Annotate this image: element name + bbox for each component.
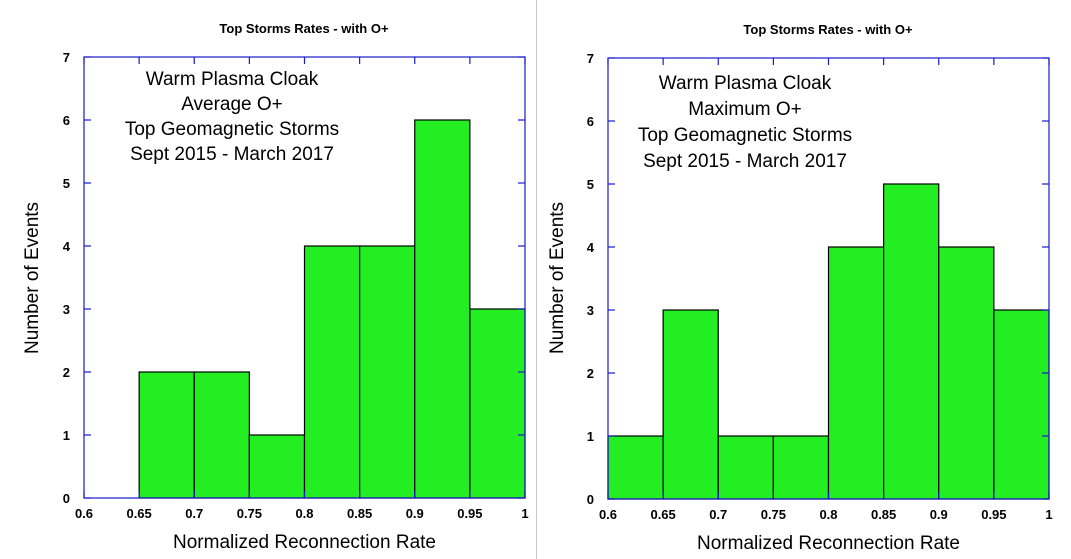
- histogram-bar: [359, 245, 416, 499]
- histogram-bar: [469, 308, 526, 499]
- y-tick-label: 5: [63, 176, 70, 191]
- x-tick-label: 0.95: [981, 507, 1006, 522]
- annotation-line: Sept 2015 - March 2017: [643, 151, 847, 172]
- histogram-bar: [303, 245, 361, 499]
- histogram-bar: [772, 435, 830, 500]
- x-tick-label: 0.9: [930, 507, 948, 522]
- histogram-bar: [193, 371, 250, 499]
- annotation-line: Warm Plasma Cloak: [659, 73, 832, 94]
- histogram-bar: [827, 246, 885, 500]
- histogram-bar: [662, 309, 719, 500]
- chart-panel-average: Top Storms Rates - with O+ 0 1 2 3 4 5 6 7 0.6 0.6…: [0, 0, 535, 559]
- annotation-line: Top Geomagnetic Storms: [125, 119, 339, 140]
- x-tick-label: 1: [521, 506, 528, 521]
- x-tick-label: 0.85: [871, 507, 896, 522]
- y-axis-label: Number of Events: [22, 202, 43, 354]
- histogram-bar: [717, 435, 774, 500]
- histogram-bar: [938, 246, 995, 500]
- x-tick-label: 0.95: [457, 506, 482, 521]
- annotation-line: Average O+: [181, 94, 283, 115]
- y-tick-label: 2: [587, 366, 594, 381]
- chart-title: Top Storms Rates - with O+: [219, 21, 389, 36]
- y-tick-label: 4: [63, 239, 71, 254]
- y-tick-label: 6: [587, 114, 594, 129]
- y-tick-label: 7: [63, 50, 70, 65]
- y-tick-label: 6: [63, 113, 70, 128]
- histogram-bar: [607, 435, 664, 500]
- chart-panel-maximum: Top Storms Rates - with O+ 0 1 2 3 4 5 6 7 0.6 0.6…: [538, 0, 1071, 559]
- annotation-line: Sept 2015 - March 2017: [130, 144, 334, 165]
- y-tick-label: 3: [63, 302, 70, 317]
- y-tick-label: 0: [63, 491, 70, 506]
- x-tick-label: 0.75: [237, 506, 262, 521]
- x-tick-label: 0.8: [295, 506, 313, 521]
- y-tick-label: 5: [587, 177, 594, 192]
- y-tick-label: 4: [587, 240, 595, 255]
- histogram-maximum-o: Top Storms Rates - with O+ 0 1 2 3 4 5 6 7 0.6 0.6…: [547, 22, 1053, 554]
- x-tick-label: 0.85: [347, 506, 372, 521]
- x-tick-label: 0.7: [709, 507, 727, 522]
- x-tick-label: 0.7: [185, 506, 203, 521]
- annotation-line: Top Geomagnetic Storms: [638, 125, 852, 146]
- histogram-bar: [414, 119, 471, 499]
- histogram-average-o: Top Storms Rates - with O+ 0 1 2 3 4 5 6 7 0.6 0.6…: [22, 21, 529, 553]
- y-axis-label: Number of Events: [547, 202, 568, 354]
- histogram-bar: [993, 309, 1050, 500]
- x-tick-label: 0.65: [126, 506, 151, 521]
- chart-title: Top Storms Rates - with O+: [743, 22, 913, 37]
- x-tick-label: 0.6: [75, 506, 93, 521]
- y-tick-label: 1: [587, 429, 594, 444]
- x-tick-label: 0.8: [819, 507, 837, 522]
- histogram-bar: [248, 434, 306, 499]
- histogram-bar: [883, 183, 940, 500]
- y-tick-label: 3: [587, 303, 594, 318]
- y-tick-label: 2: [63, 365, 70, 380]
- panel-divider: [536, 0, 537, 559]
- y-tick-label: 0: [587, 492, 594, 507]
- x-tick-label: 0.9: [406, 506, 424, 521]
- x-tick-label: 0.65: [650, 507, 675, 522]
- x-tick-label: 1: [1045, 507, 1052, 522]
- x-tick-label: 0.6: [599, 507, 617, 522]
- y-tick-label: 7: [587, 51, 594, 66]
- x-axis-label: Normalized Reconnection Rate: [173, 532, 436, 553]
- annotation-line: Warm Plasma Cloak: [146, 69, 319, 90]
- histogram-bar: [138, 371, 195, 499]
- x-tick-label: 0.75: [761, 507, 786, 522]
- x-axis-label: Normalized Reconnection Rate: [697, 533, 960, 554]
- annotation-line: Maximum O+: [688, 99, 802, 120]
- y-tick-label: 1: [63, 428, 70, 443]
